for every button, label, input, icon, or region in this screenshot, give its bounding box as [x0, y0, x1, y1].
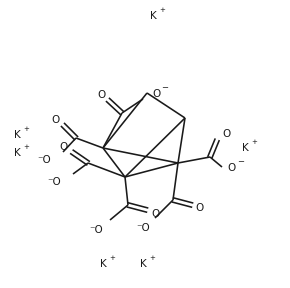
- Text: K: K: [140, 259, 147, 269]
- Text: +: +: [109, 255, 115, 261]
- Text: +: +: [251, 139, 257, 145]
- Text: −: −: [161, 84, 168, 92]
- Text: O: O: [51, 115, 59, 125]
- Text: +: +: [23, 144, 29, 150]
- Text: O: O: [152, 209, 160, 219]
- Text: K: K: [100, 259, 107, 269]
- Text: K: K: [14, 148, 21, 158]
- Text: K: K: [14, 130, 21, 140]
- Text: ⁻O: ⁻O: [136, 223, 150, 233]
- Text: ⁻O: ⁻O: [47, 177, 61, 187]
- Text: O: O: [97, 90, 105, 100]
- Text: +: +: [149, 255, 155, 261]
- Text: O: O: [196, 203, 204, 213]
- Text: −: −: [237, 158, 244, 166]
- Text: +: +: [23, 126, 29, 132]
- Text: O: O: [152, 89, 160, 99]
- Text: K: K: [242, 143, 249, 153]
- Text: +: +: [159, 7, 165, 13]
- Text: O: O: [222, 129, 230, 139]
- Text: ⁻O: ⁻O: [89, 225, 103, 235]
- Text: K: K: [150, 11, 157, 21]
- Text: O: O: [227, 163, 235, 173]
- Text: O: O: [59, 142, 67, 152]
- Text: ⁻O: ⁻O: [37, 155, 51, 165]
